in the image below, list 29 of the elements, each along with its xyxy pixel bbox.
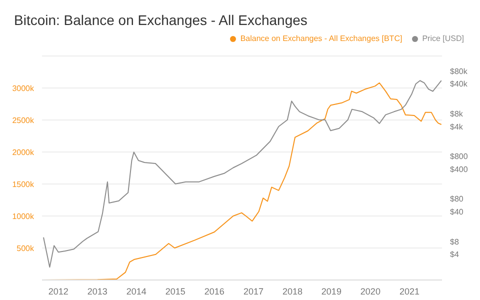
x-tick-label: 2019: [321, 286, 342, 296]
y2-tick-label: $40k: [450, 80, 468, 89]
x-tick-label: 2018: [282, 286, 302, 296]
x-tick-label: 2020: [360, 286, 380, 296]
y-tick-label: 2500k: [12, 116, 35, 125]
y-tick-label: 1500k: [12, 180, 35, 189]
y2-tick-label: $80k: [450, 66, 468, 76]
y-tick-label: 3000k: [12, 84, 35, 93]
y-tick-label: 500k: [16, 244, 35, 253]
y2-tick-label: $4k: [450, 122, 464, 132]
y2-tick-label: $40: [450, 208, 464, 217]
y-tick-label: 2000k: [12, 148, 35, 157]
x-tick-label: 2017: [243, 286, 264, 296]
x-tick-label: 2015: [165, 286, 186, 296]
y2-tick-label: $400: [450, 164, 468, 174]
x-tick-label: 2012: [48, 286, 68, 296]
x-tick-label: 2013: [87, 286, 108, 296]
y2-tick-label: $8k: [450, 109, 464, 118]
legend-label: Balance on Exchanges - All Exchanges [BTC]: [240, 34, 402, 43]
x-tick-label: 2016: [204, 286, 224, 296]
y-tick-label: 1000k: [12, 212, 35, 221]
legend-label: Price [USD]: [422, 34, 464, 43]
y2-tick-label: $800: [450, 152, 468, 162]
x-tick-label: 2021: [400, 286, 420, 296]
chart-title: Bitcoin: Balance on Exchanges - All Exchanges: [13, 11, 308, 30]
y2-tick-label: $80: [450, 194, 464, 204]
y2-tick-label: $4: [450, 250, 460, 260]
x-tick-label: 2014: [126, 286, 146, 296]
y2-tick-label: $8: [450, 237, 460, 246]
